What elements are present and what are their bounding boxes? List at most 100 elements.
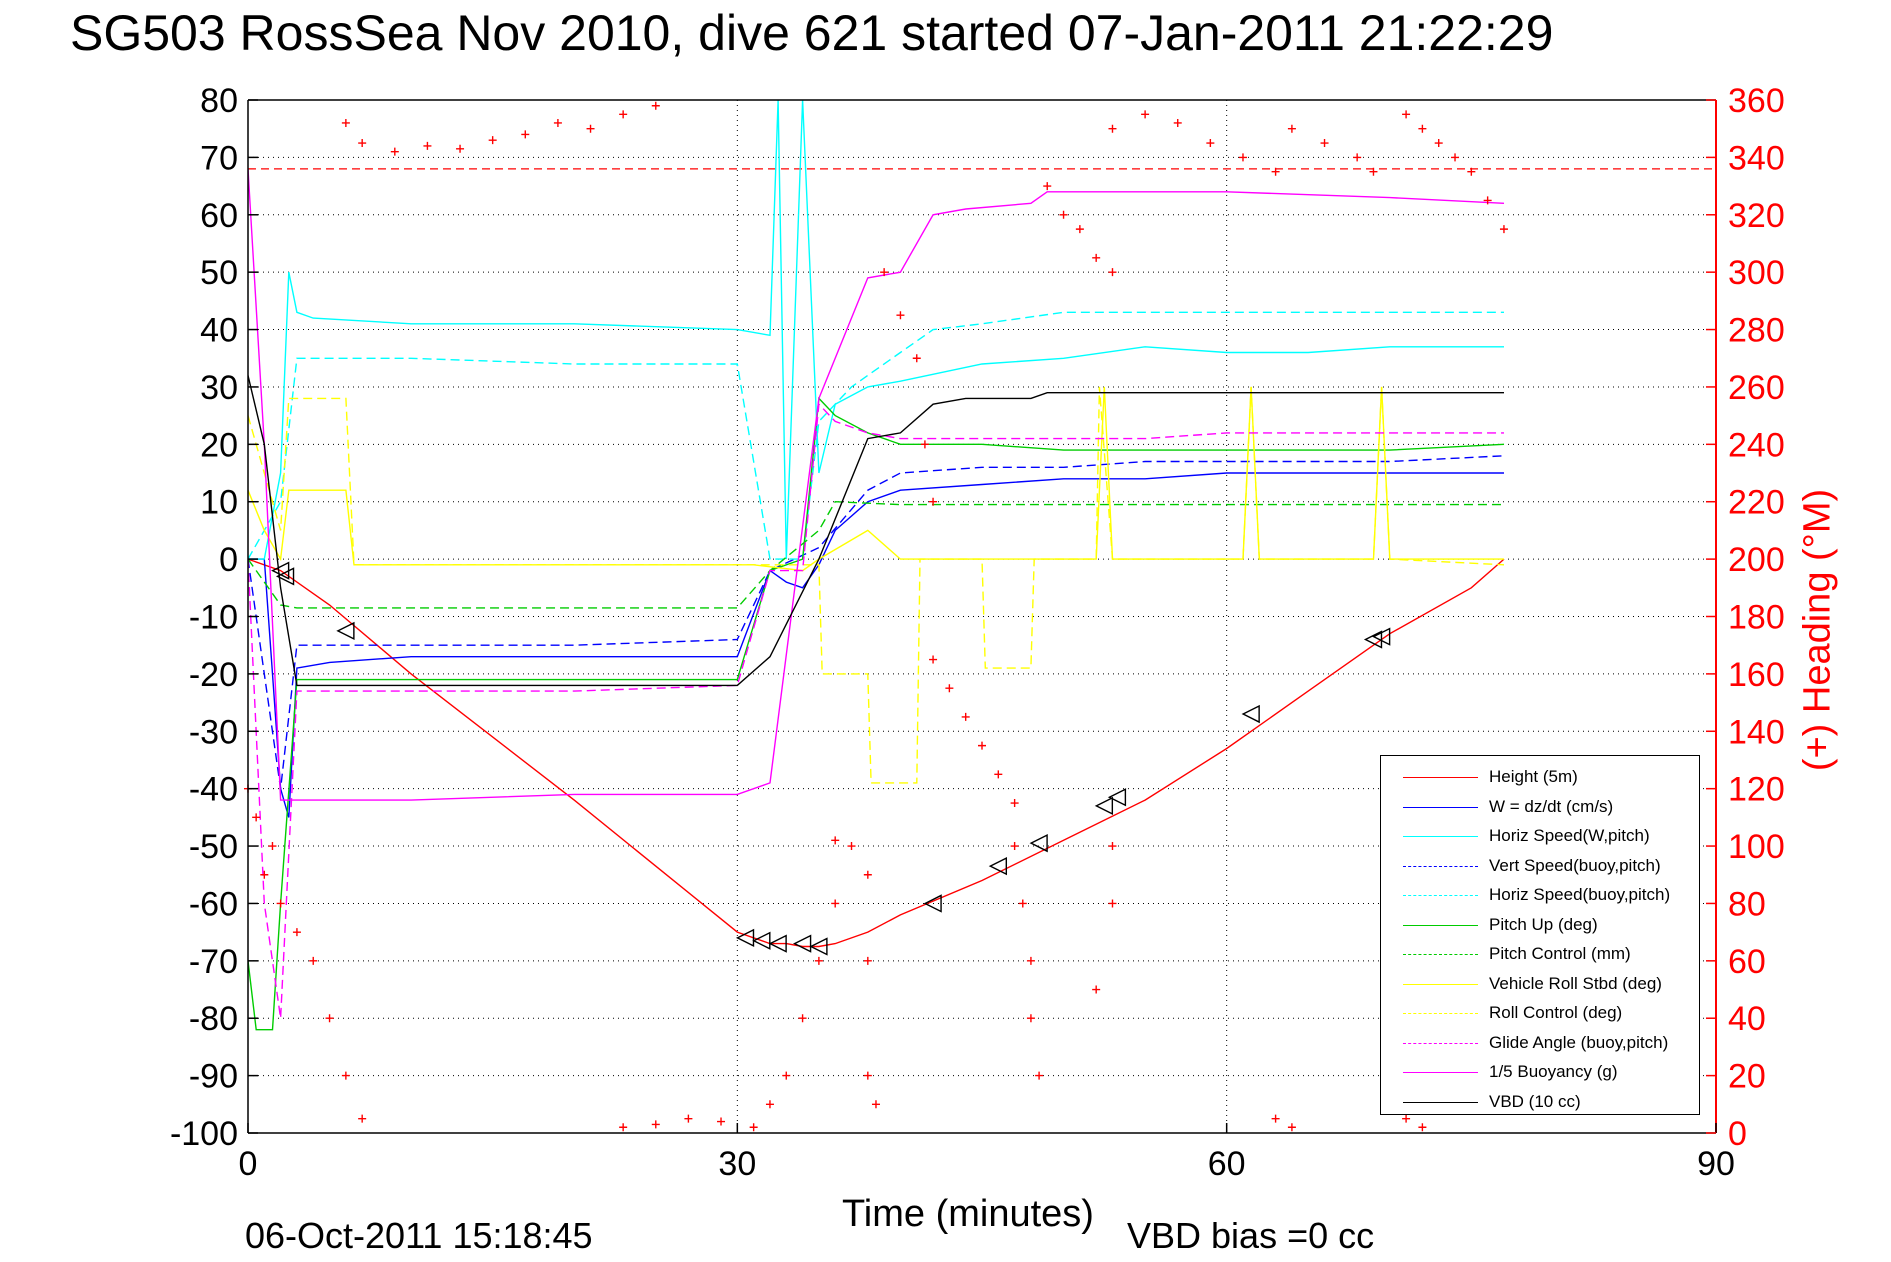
- heading-marker: [863, 956, 872, 965]
- heading-marker: [1353, 153, 1362, 162]
- heading-marker: [1035, 1071, 1044, 1080]
- heading-marker: [1108, 842, 1117, 851]
- legend-item: W = dz/dt (cm/s): [1381, 793, 1699, 822]
- heading-marker: [586, 124, 595, 133]
- y-right-tick-label: 0: [1728, 1115, 1747, 1153]
- legend-item: Horiz Speed(W,pitch): [1381, 822, 1699, 851]
- heading-marker: [798, 1014, 807, 1023]
- legend-swatch: [1403, 1042, 1478, 1044]
- heading-marker: [1499, 225, 1508, 234]
- heading-marker: [1483, 196, 1492, 205]
- heading-marker: [831, 836, 840, 845]
- series-line-9: [248, 402, 1504, 1019]
- gps-marker: [768, 934, 787, 953]
- legend-swatch: [1403, 983, 1478, 985]
- y-right-tick-label: 200: [1728, 541, 1785, 579]
- legend-label: Pitch Control (mm): [1489, 944, 1631, 963]
- heading-marker: [880, 268, 889, 277]
- legend-swatch: [1403, 865, 1478, 867]
- heading-marker: [929, 655, 938, 664]
- series-line-11: [248, 375, 1504, 687]
- x-tick-label: 30: [718, 1145, 756, 1183]
- x-tick-label: 60: [1208, 1145, 1246, 1183]
- heading-marker: [358, 139, 367, 148]
- heading-marker: [1434, 139, 1443, 148]
- legend-item: Vert Speed(buoy,pitch): [1381, 852, 1699, 881]
- y-right-tick-label: 360: [1728, 82, 1785, 120]
- legend-item: Roll Control (deg): [1381, 999, 1699, 1028]
- gps-marker: [275, 567, 295, 586]
- y-right-tick-label: 220: [1728, 484, 1785, 522]
- y-right-tick-label: 60: [1728, 943, 1766, 981]
- gps-marker: [793, 934, 812, 953]
- y-right-tick-label: 340: [1728, 139, 1785, 177]
- legend-label: Pitch Up (deg): [1489, 914, 1598, 934]
- series-line-7: [248, 386, 1504, 572]
- heading-marker: [961, 712, 970, 721]
- legend-label: W = dz/dt (cm/s): [1489, 796, 1614, 816]
- heading-marker: [1092, 253, 1101, 262]
- heading-marker: [1287, 124, 1296, 133]
- legend-swatch: [1403, 1013, 1478, 1014]
- heading-marker: [1320, 139, 1329, 148]
- y-left-tick-label: 60: [200, 197, 238, 235]
- heading-marker: [1402, 110, 1411, 119]
- gps-marker: [809, 937, 828, 956]
- legend-item: Pitch Up (deg): [1381, 911, 1699, 940]
- gps-marker: [1363, 630, 1383, 649]
- y-left-tick-label: -10: [189, 599, 238, 637]
- y-left-tick-label: -50: [189, 828, 238, 866]
- heading-marker: [488, 136, 497, 145]
- heading-marker: [1369, 167, 1378, 176]
- legend-swatch: [1403, 806, 1478, 808]
- series-line-6: [248, 500, 1504, 609]
- heading-marker: [1418, 124, 1427, 133]
- heading-marker: [1108, 899, 1117, 908]
- series-line-4: [248, 311, 1504, 560]
- footer-vbd-bias: VBD bias =0 cc: [1127, 1215, 1375, 1256]
- y-left-tick-label: 80: [200, 82, 238, 120]
- y-left-tick-label: 10: [200, 484, 238, 522]
- heading-marker: [1010, 799, 1019, 808]
- heading-marker: [260, 870, 269, 879]
- legend-label: Roll Control (deg): [1489, 1003, 1623, 1022]
- y-right-tick-label: 40: [1728, 1000, 1766, 1038]
- y-right-tick-label: 180: [1728, 599, 1785, 637]
- heading-marker: [1451, 153, 1460, 162]
- y-left-tick-label: 20: [200, 426, 238, 464]
- heading-marker: [831, 899, 840, 908]
- y-right-tick-label: 100: [1728, 828, 1785, 866]
- heading-marker: [1287, 1123, 1296, 1132]
- heading-marker: [929, 497, 938, 506]
- heading-marker: [553, 118, 562, 127]
- gps-marker: [752, 931, 771, 950]
- y-right-tick-label: 120: [1728, 771, 1785, 809]
- heading-marker: [847, 842, 856, 851]
- heading-marker: [978, 741, 986, 750]
- heading-marker: [456, 144, 465, 153]
- heading-marker: [863, 1071, 872, 1080]
- legend-item: Height (5m): [1381, 763, 1699, 792]
- heading-marker: [1173, 118, 1182, 127]
- heading-marker: [765, 1100, 774, 1109]
- y-right-tick-label: 260: [1728, 369, 1785, 407]
- y-right-tick-label: 160: [1728, 656, 1785, 694]
- heading-marker: [1238, 153, 1247, 162]
- heading-marker: [341, 118, 350, 127]
- heading-marker: [1141, 110, 1150, 119]
- y-left-tick-label: -100: [170, 1115, 238, 1153]
- heading-marker: [1108, 124, 1117, 133]
- heading-marker: [252, 813, 261, 822]
- legend-swatch: [1403, 954, 1478, 955]
- legend-swatch: [1403, 777, 1478, 778]
- heading-marker: [423, 141, 432, 150]
- gps-marker: [988, 857, 1008, 876]
- heading-marker: [619, 1123, 628, 1132]
- heading-marker: [1467, 167, 1476, 176]
- gps-marker: [923, 894, 942, 913]
- heading-marker: [749, 1123, 758, 1132]
- heading-marker: [1026, 956, 1035, 965]
- heading-marker: [920, 440, 929, 449]
- series-line-10: [248, 168, 1505, 801]
- heading-marker: [1092, 985, 1101, 994]
